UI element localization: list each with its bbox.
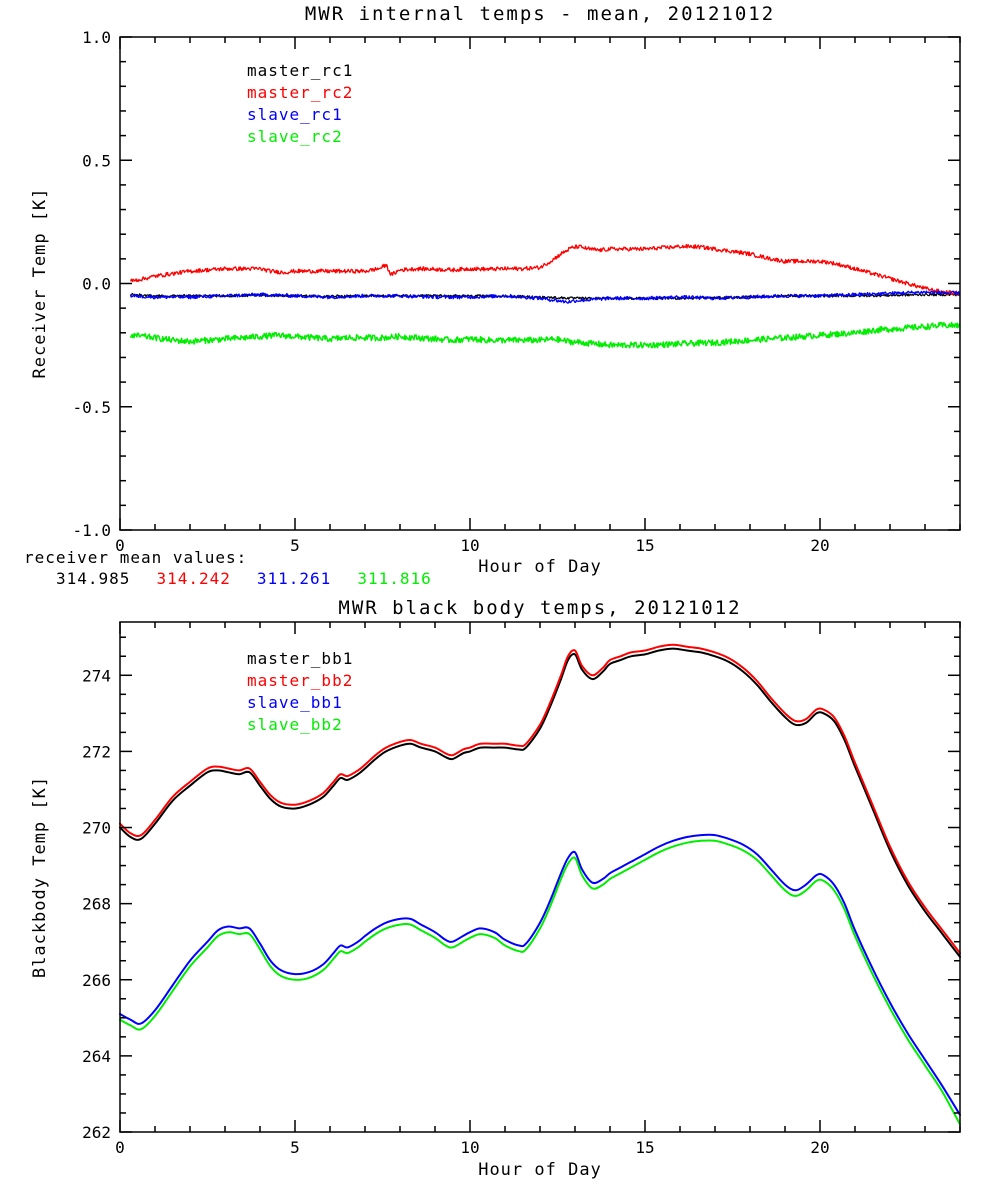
svg-text:0.0: 0.0 <box>82 275 111 294</box>
bottom-chart-xlabel: Hour of Day <box>478 1160 602 1180</box>
svg-text:-0.5: -0.5 <box>72 398 111 417</box>
svg-text:0.5: 0.5 <box>82 151 111 170</box>
svg-text:264: 264 <box>82 1047 111 1066</box>
svg-text:-1.0: -1.0 <box>72 521 111 540</box>
svg-text:10: 10 <box>460 1138 479 1157</box>
mean-value-master-rc2: 314.242 <box>156 569 231 588</box>
svg-text:15: 15 <box>635 536 654 555</box>
svg-text:272: 272 <box>82 742 111 761</box>
svg-text:20: 20 <box>810 536 829 555</box>
receiver-mean-values-label: receiver mean values: <box>24 548 248 567</box>
svg-text:270: 270 <box>82 819 111 838</box>
receiver-mean-values-row: 314.985 314.242 311.261 311.816 <box>56 569 432 588</box>
legend-item-master-rc2: master_rc2 <box>247 83 354 102</box>
legend-item-slave-rc1: slave_rc1 <box>247 105 343 124</box>
top-chart-legend: master_rc1 master_rc2 slave_rc1 slave_rc… <box>247 60 353 148</box>
svg-text:1.0: 1.0 <box>82 28 111 47</box>
legend-item-master-bb1: master_bb1 <box>247 649 354 668</box>
svg-text:10: 10 <box>460 536 479 555</box>
mean-value-master-rc1: 314.985 <box>56 569 131 588</box>
bottom-chart-title: MWR black body temps, 20121012 <box>338 597 742 619</box>
svg-text:15: 15 <box>635 1138 654 1157</box>
top-chart-xlabel: Hour of Day <box>478 557 602 577</box>
top-chart-ylabel: Receiver Temp [K] <box>30 187 50 379</box>
top-chart-title: MWR internal temps - mean, 20121012 <box>304 3 776 25</box>
bottom-chart-legend: master_bb1 master_bb2 slave_bb1 slave_bb… <box>247 648 353 736</box>
svg-text:268: 268 <box>82 895 111 914</box>
mean-value-slave-rc1: 311.261 <box>256 569 332 588</box>
svg-text:274: 274 <box>82 666 111 685</box>
svg-text:262: 262 <box>82 1123 111 1142</box>
legend-item-slave-rc2: slave_rc2 <box>247 127 343 146</box>
mean-value-slave-rc2: 311.816 <box>357 569 432 588</box>
svg-text:266: 266 <box>82 971 111 990</box>
svg-text:20: 20 <box>810 1138 829 1157</box>
svg-text:0: 0 <box>115 536 125 555</box>
legend-item-slave-bb2: slave_bb2 <box>247 715 343 734</box>
svg-text:5: 5 <box>290 536 300 555</box>
legend-item-slave-bb1: slave_bb1 <box>247 693 343 712</box>
legend-item-master-rc1: master_rc1 <box>247 61 354 80</box>
svg-text:0: 0 <box>115 1138 125 1157</box>
bottom-chart-ylabel: Blackbody Temp [K] <box>30 775 50 979</box>
svg-text:5: 5 <box>290 1138 300 1157</box>
legend-item-master-bb2: master_bb2 <box>247 671 354 690</box>
